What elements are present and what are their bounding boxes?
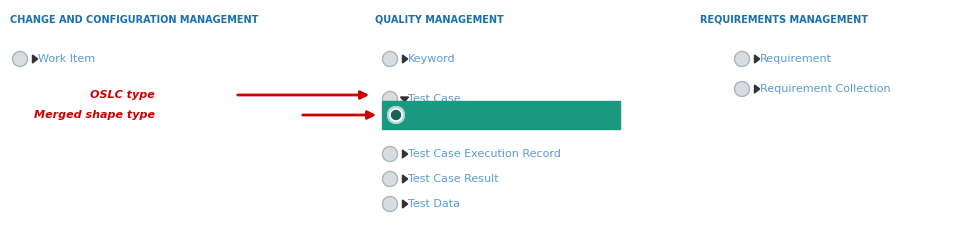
- Text: Requirement Collection: Requirement Collection: [760, 84, 891, 94]
- Circle shape: [383, 196, 397, 212]
- Polygon shape: [755, 85, 760, 93]
- Text: REQUIREMENTS MANAGEMENT: REQUIREMENTS MANAGEMENT: [700, 15, 868, 25]
- Text: Test Case: Test Case: [408, 94, 461, 104]
- Circle shape: [383, 171, 397, 187]
- Text: Requirement: Requirement: [760, 54, 832, 64]
- Text: Test Data: Test Data: [408, 199, 460, 209]
- Text: CHANGE AND CONFIGURATION MANAGEMENT: CHANGE AND CONFIGURATION MANAGEMENT: [10, 15, 258, 25]
- Text: QUALITY MANAGEMENT: QUALITY MANAGEMENT: [375, 15, 504, 25]
- Polygon shape: [403, 55, 408, 63]
- Circle shape: [383, 92, 397, 106]
- Polygon shape: [403, 175, 408, 183]
- FancyBboxPatch shape: [382, 101, 620, 129]
- Polygon shape: [755, 55, 760, 63]
- Text: Work Item: Work Item: [38, 54, 95, 64]
- Text: Keyword: Keyword: [408, 54, 456, 64]
- Text: Merged shape type: Merged shape type: [34, 110, 155, 120]
- Text: QM Test Case: QM Test Case: [410, 108, 504, 122]
- Circle shape: [388, 107, 404, 123]
- Text: OSLC type: OSLC type: [91, 90, 155, 100]
- Polygon shape: [403, 200, 408, 208]
- Polygon shape: [33, 55, 38, 63]
- Text: Test Case Execution Record: Test Case Execution Record: [408, 149, 561, 159]
- Circle shape: [391, 110, 400, 119]
- Circle shape: [383, 146, 397, 162]
- Circle shape: [735, 81, 749, 97]
- Text: Test Case Result: Test Case Result: [408, 174, 498, 184]
- Polygon shape: [403, 150, 408, 158]
- Circle shape: [735, 52, 749, 67]
- Circle shape: [383, 52, 397, 67]
- Polygon shape: [400, 97, 409, 102]
- Circle shape: [13, 52, 28, 67]
